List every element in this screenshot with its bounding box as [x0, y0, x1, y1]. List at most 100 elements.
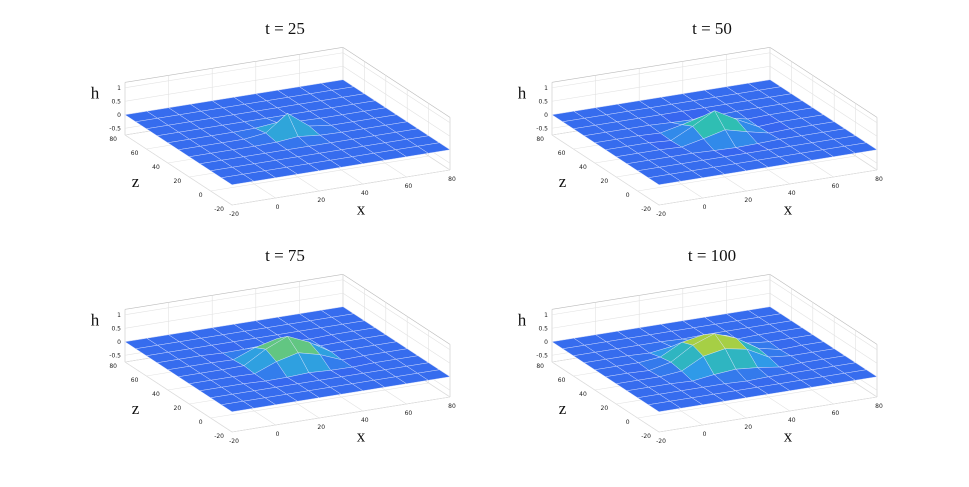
surface-cell [647, 174, 682, 185]
x-tick-label: 80 [875, 176, 883, 183]
grid-line [124, 292, 344, 329]
axis-box [342, 47, 451, 118]
grid-line [124, 52, 344, 89]
x-tick-label: 80 [448, 403, 456, 410]
grid-line [658, 396, 878, 433]
z-tick-label: -20 [641, 206, 651, 213]
z-tick-label: -20 [214, 433, 224, 440]
grid-line [231, 169, 451, 206]
chart-title: t = 75 [265, 246, 305, 265]
x-tick-label: 0 [703, 204, 707, 211]
grid-line [551, 52, 771, 89]
h-tick-label: -0.5 [109, 352, 121, 359]
x-tick-label: 40 [788, 417, 796, 424]
chart-title: t = 50 [692, 19, 732, 38]
z-tick-label: 80 [536, 363, 544, 370]
x-tick-label: 60 [405, 183, 413, 190]
h-tick-label: 0.5 [538, 98, 548, 105]
x-axis-label: x [784, 427, 793, 446]
grid-line [551, 65, 771, 102]
x-tick-label: 80 [448, 176, 456, 183]
h-tick-label: 0.5 [111, 325, 121, 332]
z-tick-label: 20 [601, 178, 609, 185]
grid-line [124, 279, 344, 316]
z-tick-label: 0 [199, 192, 203, 199]
axis-box [769, 274, 878, 345]
x-tick-label: -20 [656, 211, 666, 218]
grid-line [769, 65, 878, 137]
x-tick-label: -20 [229, 438, 239, 445]
z-tick-label: 60 [131, 150, 139, 157]
axis-box [342, 274, 451, 345]
z-tick-label: 80 [109, 363, 117, 370]
grid-line [658, 169, 878, 206]
h-tick-label: -0.5 [109, 125, 121, 132]
grid-line [769, 279, 878, 351]
x-tick-label: 60 [832, 410, 840, 417]
h-tick-label: 0 [544, 112, 548, 119]
axis-box [124, 274, 344, 310]
grid-line [342, 292, 451, 364]
axis-box [551, 47, 771, 83]
grid-line [637, 155, 856, 192]
x-tick-label: 40 [361, 417, 369, 424]
grid-line [342, 65, 451, 137]
axis-box [769, 47, 878, 118]
z-tick-label: -20 [641, 433, 651, 440]
z-tick-label: 0 [626, 192, 630, 199]
z-tick-label: 40 [579, 164, 587, 171]
chart-title: t = 100 [688, 246, 736, 265]
h-tick-label: 0.5 [111, 98, 121, 105]
z-tick-label: 40 [152, 164, 160, 171]
grid-line [769, 292, 878, 364]
x-axis-label: x [784, 200, 793, 219]
z-tick-label: 20 [601, 405, 609, 412]
grid-line [124, 361, 233, 433]
x-tick-label: 20 [744, 197, 752, 204]
grid-line [551, 292, 771, 329]
z-tick-label: 60 [558, 377, 566, 384]
h-tick-label: 0 [544, 339, 548, 346]
grid-line [769, 52, 878, 124]
x-tick-label: 40 [788, 190, 796, 197]
h-tick-label: 1 [117, 85, 121, 92]
grid-line [210, 155, 429, 192]
x-tick-label: 60 [405, 410, 413, 417]
z-tick-label: 60 [131, 377, 139, 384]
axis-box [551, 274, 771, 310]
x-tick-label: -20 [656, 438, 666, 445]
x-tick-label: 20 [317, 424, 325, 431]
grid-line [551, 361, 660, 433]
grid-line [342, 52, 451, 124]
z-tick-label: 40 [152, 391, 160, 398]
h-axis-label: h [91, 311, 100, 330]
h-axis-label: h [91, 84, 100, 103]
grid-line [551, 134, 660, 206]
z-tick-label: 0 [199, 419, 203, 426]
z-axis-label: z [559, 172, 567, 191]
h-tick-label: -0.5 [536, 352, 548, 359]
grid-line [124, 65, 344, 102]
x-tick-label: 0 [703, 431, 707, 438]
grid-line [637, 382, 856, 419]
z-tick-label: 0 [626, 419, 630, 426]
z-tick-label: 20 [174, 178, 182, 185]
x-axis-label: x [357, 200, 366, 219]
z-axis-label: z [559, 399, 567, 418]
grid-line [551, 279, 771, 316]
x-tick-label: 20 [317, 197, 325, 204]
x-tick-label: 60 [832, 183, 840, 190]
z-tick-label: -20 [214, 206, 224, 213]
z-tick-label: 60 [558, 150, 566, 157]
x-tick-label: 0 [276, 431, 280, 438]
surface-cell [220, 174, 255, 185]
h-axis-label: h [518, 84, 527, 103]
x-tick-label: 80 [875, 403, 883, 410]
x-tick-label: 40 [361, 190, 369, 197]
surface-cell [647, 401, 682, 412]
z-tick-label: 80 [109, 136, 117, 143]
z-tick-label: 20 [174, 405, 182, 412]
z-axis-label: z [132, 172, 140, 191]
